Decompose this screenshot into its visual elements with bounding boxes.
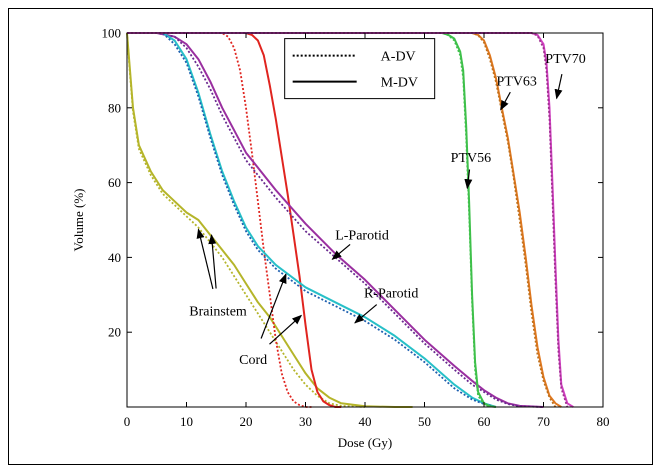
series-r-parotid-a-dv — [127, 32, 497, 408]
annotation-arrow-l-parotid — [331, 243, 351, 260]
series-l-parotid-m-dv — [127, 32, 544, 408]
x-tick-label: 0 — [124, 414, 131, 429]
annotation-arrow-ptv63 — [500, 91, 511, 111]
annotation-arrow-ptv56 — [464, 169, 473, 190]
x-axis-label: Dose (Gy) — [338, 435, 393, 450]
x-tick-label: 20 — [240, 414, 253, 429]
annotation-ptv63: PTV63 — [496, 74, 536, 89]
x-tick-label: 70 — [537, 414, 550, 429]
annotation-ptv56: PTV56 — [451, 151, 491, 166]
annotation-ptv70: PTV70 — [545, 52, 585, 67]
series-brainstem-m-dv — [126, 32, 413, 408]
legend-box — [284, 38, 436, 100]
series-l-parotid-a-dv — [127, 32, 544, 408]
series-ptv70-a-dv — [127, 32, 569, 408]
x-tick-label: 50 — [418, 414, 431, 429]
x-tick-label: 60 — [478, 414, 491, 429]
y-tick-label: 20 — [108, 325, 121, 340]
series-layer — [126, 32, 574, 408]
y-tick-label: 100 — [102, 26, 122, 41]
legend-label-m-dv: M-DV — [381, 76, 418, 91]
annotation-arrow-r-parotid — [354, 304, 378, 324]
y-tick-label: 80 — [108, 100, 121, 115]
y-axis-label: Volume (%) — [71, 189, 86, 252]
legend: A-DV M-DV — [284, 38, 436, 100]
x-tick-label: 40 — [359, 414, 372, 429]
series-ptv63-m-dv — [127, 32, 562, 408]
annotation-brainstem: Brainstem — [189, 304, 247, 319]
annotations: PTV70 PTV63 PTV56 L-Parotid R-Parotid Brainst… — [189, 52, 585, 368]
series-cord-a-dv — [127, 32, 312, 408]
figure-frame: 0 10 20 30 40 50 60 70 80 20 40 60 80 100 Dose (Gy) Vol… — [8, 8, 653, 465]
legend-label-a-dv: A-DV — [381, 50, 416, 65]
annotation-arrow-cord — [260, 273, 287, 339]
x-tick-label: 10 — [180, 414, 193, 429]
annotation-arrow-brainstem — [208, 234, 217, 289]
annotation-arrow-ptv70 — [554, 73, 563, 100]
annotation-l-parotid: L-Parotid — [335, 228, 389, 243]
series-brainstem-a-dv — [126, 32, 366, 408]
y-tick-label: 40 — [108, 250, 121, 265]
series-ptv56-a-dv — [127, 32, 491, 408]
annotation-arrow-cord — [269, 314, 303, 345]
y-tick-label: 60 — [108, 175, 121, 190]
annotation-cord: Cord — [239, 353, 267, 368]
x-tick-label: 30 — [299, 414, 312, 429]
annotation-arrow-brainstem — [196, 228, 214, 290]
series-ptv63-a-dv — [127, 32, 557, 408]
dvh-chart: 0 10 20 30 40 50 60 70 80 20 40 60 80 100 Dose (Gy) Vol… — [71, 26, 610, 451]
annotation-r-parotid: R-Parotid — [364, 286, 418, 301]
series-r-parotid-m-dv — [127, 32, 497, 408]
x-tick-label: 80 — [597, 414, 610, 429]
series-ptv56-m-dv — [127, 32, 497, 408]
axes: 0 10 20 30 40 50 60 70 80 20 40 60 80 100 Dose (Gy) Vol… — [71, 26, 610, 451]
